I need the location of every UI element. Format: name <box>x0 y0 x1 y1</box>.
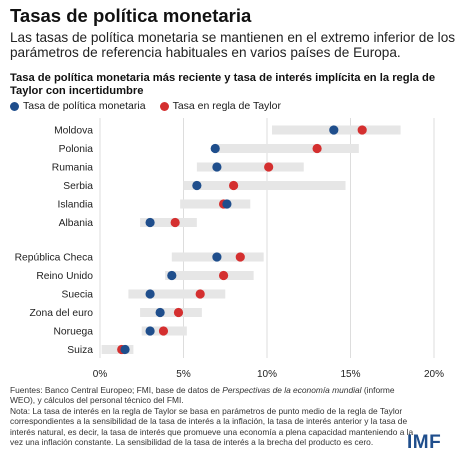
taylor-rate-dot <box>357 125 367 135</box>
legend-label-policy: Tasa de política monetaria <box>23 100 146 112</box>
uncertainty-range-bar <box>140 308 202 317</box>
page-title: Tasas de política monetaria <box>10 5 252 26</box>
x-tick-label: 10% <box>257 369 277 380</box>
policy-rate-dot <box>120 344 130 355</box>
x-tick-label: 0% <box>93 369 108 380</box>
legend-item-policy: Tasa de política monetaria <box>10 100 146 112</box>
category-label: Suiza <box>67 345 93 356</box>
category-label: Moldova <box>54 126 93 137</box>
chart-footer: Fuentes: Banco Central Europeo; FMI, bas… <box>10 385 420 447</box>
sources-italic: Perspectivas de la economía mundial <box>222 385 362 395</box>
policy-rate-dot <box>145 217 155 228</box>
category-label: Rumania <box>52 163 93 174</box>
uncertainty-range-bar <box>180 199 251 209</box>
taylor-rate-dot <box>264 162 274 172</box>
uncertainty-range-bar <box>183 181 346 190</box>
uncertainty-range-bar <box>213 144 359 153</box>
legend-item-taylor: Tasa en regla de Taylor <box>159 100 281 112</box>
category-label: Albania <box>59 218 94 229</box>
chart-legend: Tasa de política monetaria Tasa en regla… <box>10 100 295 112</box>
taylor-rate-dot <box>173 307 184 318</box>
category-label: Noruega <box>54 327 94 338</box>
note-text: Nota: La tasa de interés en la regla de … <box>10 405 414 448</box>
uncertainty-range-bar <box>196 162 304 172</box>
category-label: Polonia <box>59 144 94 155</box>
policy-rate-dot <box>192 180 202 191</box>
legend-label-taylor: Tasa en regla de Taylor <box>172 100 281 112</box>
taylor-rate-dot <box>195 289 205 299</box>
policy-rate-dot <box>145 326 155 336</box>
policy-rate-dot <box>212 162 222 172</box>
policy-rate-dot <box>167 270 177 281</box>
sources-text: Fuentes: Banco Central Europeo; FMI, bas… <box>10 385 395 406</box>
policy-rate-dot <box>145 289 155 299</box>
uncertainty-range-bar <box>140 218 197 227</box>
legend-dot-taylor <box>159 101 169 111</box>
taylor-rate-dot <box>312 143 322 154</box>
category-label: Suecia <box>62 290 94 301</box>
policy-rate-dot <box>329 125 339 135</box>
taylor-rate-dot <box>218 270 229 281</box>
category-label: República Checa <box>15 253 94 264</box>
legend-dot-policy <box>10 101 19 111</box>
category-label: Zona del euro <box>29 308 93 319</box>
policy-rate-dot <box>155 307 165 318</box>
chart-title: Tasa de política monetaria más reciente … <box>10 72 436 97</box>
category-label: Islandia <box>58 200 94 211</box>
policy-rate-dot <box>210 143 220 154</box>
taylor-rate-dot <box>229 180 239 191</box>
taylor-rate-dot <box>158 326 169 336</box>
uncertainty-range-bar <box>128 289 226 299</box>
x-tick-label: 5% <box>176 369 191 380</box>
policy-rate-dot <box>212 252 222 262</box>
taylor-rate-dot <box>170 217 180 228</box>
x-tick-label: 15% <box>340 369 360 380</box>
category-label: Reino Unido <box>36 271 93 282</box>
x-tick-label: 20% <box>424 369 444 380</box>
uncertainty-range-bar <box>165 271 254 280</box>
page-subtitle: Las tasas de política monetaria se manti… <box>10 30 456 60</box>
policy-rate-dot <box>222 199 232 209</box>
category-label: Serbia <box>63 181 93 192</box>
imf-logo: IMF <box>407 432 442 453</box>
taylor-rate-dot <box>235 252 245 262</box>
